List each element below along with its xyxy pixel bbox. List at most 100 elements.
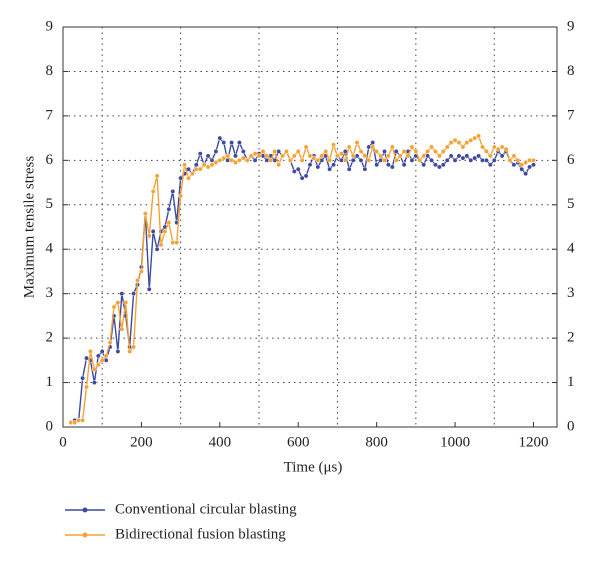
series-marker bbox=[193, 162, 199, 168]
series-marker bbox=[417, 157, 423, 163]
series-marker bbox=[460, 155, 466, 161]
series-marker bbox=[382, 157, 387, 163]
series-marker bbox=[209, 157, 215, 163]
legend-label: Bidirectional fusion blasting bbox=[115, 526, 286, 542]
x-axis-label: Time (μs) bbox=[284, 459, 343, 475]
x-tick-label: 400 bbox=[209, 434, 232, 450]
series-marker bbox=[189, 171, 195, 177]
series-marker bbox=[233, 160, 238, 166]
x-tick-label: 1200 bbox=[518, 434, 548, 450]
y2-tick-label: 7 bbox=[567, 107, 575, 123]
y-tick-label: 1 bbox=[46, 374, 54, 390]
x-tick-label: 1000 bbox=[440, 434, 470, 450]
series-marker bbox=[131, 291, 137, 297]
series-marker bbox=[119, 291, 125, 297]
series-marker bbox=[201, 162, 207, 168]
series-marker bbox=[186, 175, 191, 181]
series-marker bbox=[401, 148, 407, 154]
series-marker bbox=[350, 153, 356, 159]
series-marker bbox=[421, 162, 427, 168]
series-marker bbox=[268, 157, 274, 163]
series-marker bbox=[436, 153, 442, 159]
series-marker bbox=[272, 148, 278, 154]
legend-marker bbox=[82, 532, 88, 538]
series-marker bbox=[460, 144, 466, 150]
series-marker bbox=[515, 157, 521, 163]
series-marker bbox=[303, 173, 309, 179]
series-marker bbox=[197, 151, 203, 157]
series-marker bbox=[436, 164, 442, 170]
x-tick-label: 0 bbox=[59, 434, 67, 450]
series-marker bbox=[205, 153, 211, 159]
series-marker bbox=[327, 166, 333, 172]
series-marker bbox=[382, 148, 387, 154]
series-marker bbox=[154, 246, 160, 252]
series-marker bbox=[429, 144, 434, 150]
series-marker bbox=[499, 144, 505, 150]
series-marker bbox=[448, 153, 454, 159]
series-marker bbox=[315, 157, 321, 163]
series-marker bbox=[374, 162, 380, 168]
y-tick-label: 7 bbox=[46, 107, 54, 123]
series-marker bbox=[131, 344, 137, 350]
series-marker bbox=[233, 153, 238, 159]
series-marker bbox=[240, 155, 246, 161]
series-marker bbox=[472, 135, 478, 141]
series-marker bbox=[327, 157, 333, 163]
series-marker bbox=[154, 173, 160, 179]
series-marker bbox=[491, 144, 497, 150]
y2-tick-label: 4 bbox=[567, 241, 575, 257]
series-marker bbox=[80, 375, 86, 381]
series-marker bbox=[433, 148, 438, 154]
series-marker bbox=[91, 380, 97, 386]
series-marker bbox=[350, 157, 356, 163]
series-marker bbox=[358, 157, 364, 163]
series-marker bbox=[444, 157, 450, 163]
series-marker bbox=[95, 353, 101, 359]
series-marker bbox=[389, 164, 395, 170]
series-marker bbox=[291, 168, 297, 174]
series-marker bbox=[115, 300, 121, 306]
series-marker bbox=[531, 157, 536, 163]
series-marker bbox=[303, 144, 309, 150]
series-marker bbox=[393, 157, 399, 163]
series-marker bbox=[95, 362, 101, 368]
series-marker bbox=[221, 155, 227, 161]
series-marker bbox=[523, 171, 529, 177]
series-marker bbox=[244, 157, 250, 163]
legend-label: Conventional circular blasting bbox=[115, 501, 297, 517]
series-marker bbox=[362, 153, 368, 159]
series-marker bbox=[150, 188, 156, 194]
series-marker bbox=[491, 157, 497, 163]
series-marker bbox=[217, 135, 223, 141]
series-marker bbox=[342, 157, 348, 163]
series-line bbox=[70, 136, 534, 424]
series-marker bbox=[370, 144, 376, 150]
series-marker bbox=[385, 153, 391, 159]
series-marker bbox=[452, 137, 458, 143]
series-marker bbox=[162, 228, 168, 234]
series-marker bbox=[291, 153, 297, 159]
series-marker bbox=[405, 153, 411, 159]
series-marker bbox=[276, 162, 282, 168]
series-marker bbox=[346, 144, 352, 150]
y-axis-label: Maximum tensile stress bbox=[21, 156, 37, 299]
series-marker bbox=[483, 148, 489, 154]
y2-tick-label: 0 bbox=[567, 418, 575, 434]
series-marker bbox=[503, 146, 509, 152]
series-marker bbox=[166, 206, 172, 212]
series-marker bbox=[87, 348, 93, 354]
series-marker bbox=[256, 153, 262, 159]
series-marker bbox=[205, 164, 211, 170]
series-marker bbox=[248, 153, 254, 159]
x-tick-label: 800 bbox=[365, 434, 388, 450]
series-marker bbox=[480, 144, 485, 150]
series-marker bbox=[495, 146, 501, 152]
series-marker bbox=[213, 160, 219, 166]
series-marker bbox=[323, 148, 329, 154]
series-marker bbox=[334, 153, 340, 159]
series-marker bbox=[468, 157, 474, 163]
series-marker bbox=[354, 140, 360, 146]
series-marker bbox=[358, 148, 364, 154]
